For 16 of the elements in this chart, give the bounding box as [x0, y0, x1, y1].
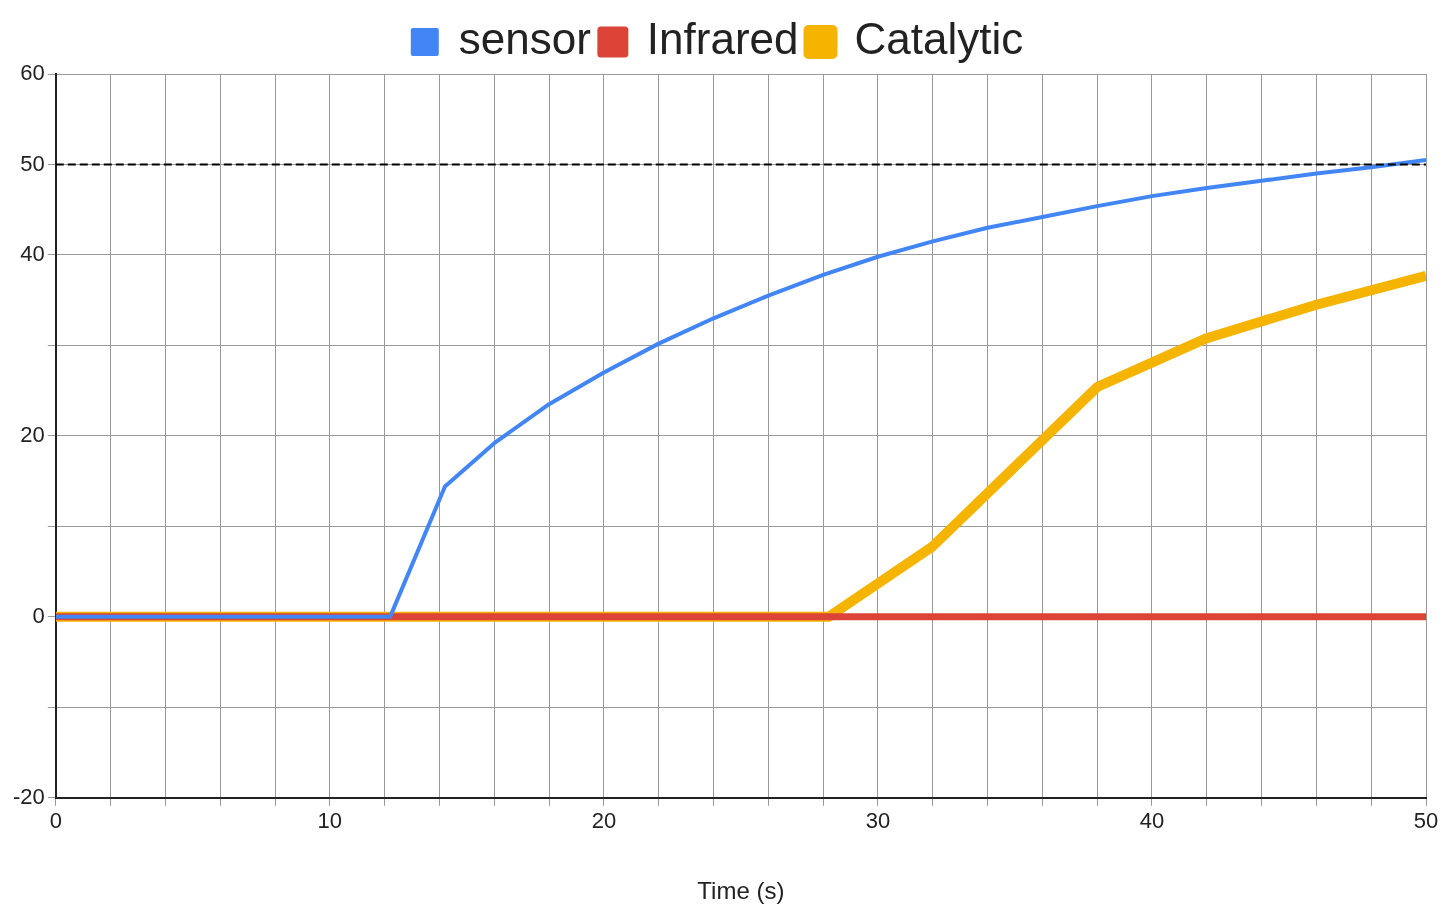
y-tick-label: 20 [20, 421, 45, 447]
x-tick-label: 40 [1139, 808, 1165, 834]
y-tick-label: -20 [13, 783, 45, 809]
y-tick-label: 50 [20, 150, 45, 176]
x-tick-label: 30 [865, 808, 891, 834]
legend-label: Catalytic [854, 14, 1024, 64]
legend-label: Infrared [646, 14, 799, 64]
y-tick-label: 0 [32, 602, 45, 628]
x-axis-title: Time (s) [697, 877, 785, 905]
legend-label: sensor [458, 14, 591, 64]
x-tick-label: 50 [1413, 808, 1439, 834]
y-tick-label: 40 [20, 241, 45, 267]
y-tick-label: 60 [20, 60, 45, 86]
x-tick-label: 0 [49, 808, 62, 834]
x-tick-label: 20 [591, 808, 617, 834]
x-tick-label: 10 [317, 808, 343, 834]
